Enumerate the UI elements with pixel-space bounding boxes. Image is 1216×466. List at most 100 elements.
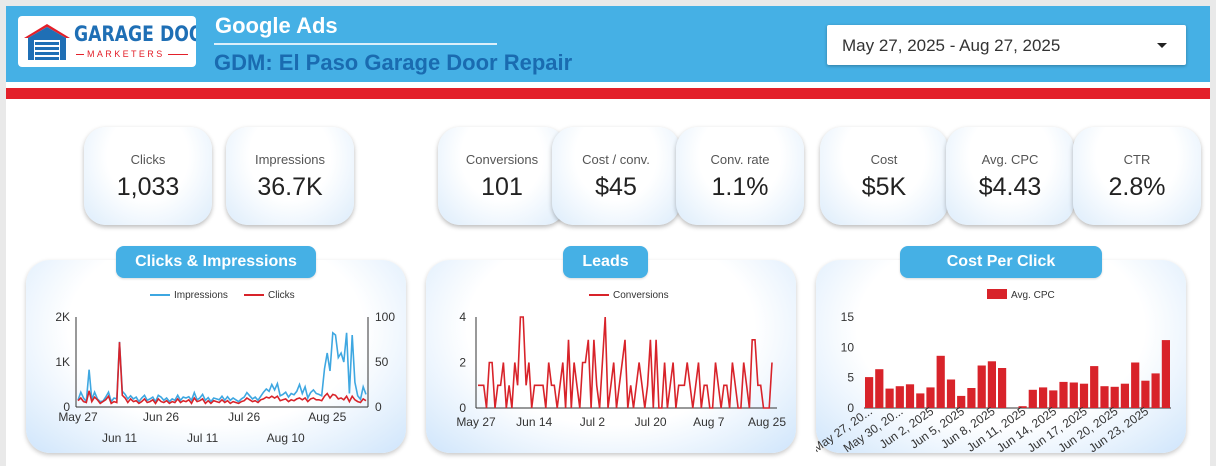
- garage-house-icon: [24, 24, 70, 60]
- kpi-card-ctr: CTR 2.8%: [1073, 127, 1201, 225]
- logo-wordmark: GARAGE DOOR: [74, 22, 196, 46]
- kpi-label: Cost / conv.: [582, 152, 650, 167]
- y-tick-label: 2K: [55, 310, 70, 324]
- bar: [1151, 373, 1160, 408]
- bar: [1120, 383, 1129, 408]
- y-tick-label: 4: [459, 310, 466, 324]
- y-tick-label: 1K: [55, 355, 70, 369]
- bar: [875, 369, 884, 408]
- clicks-impressions-chart[interactable]: 0 1K 2K 0 50 100 May 27 Jun 26 Jul 26 Aug 25 Jun 1…: [26, 260, 406, 453]
- kpi-value: $5K: [861, 173, 907, 201]
- bar: [1079, 383, 1089, 408]
- report-title: Google Ads: [215, 13, 338, 38]
- logo-tagline: MARKETERS: [84, 49, 168, 59]
- kpi-value: $45: [595, 173, 637, 201]
- x-tick-label: Jul 26: [228, 410, 260, 424]
- bar: [1141, 380, 1150, 408]
- kpi-card-clicks: Clicks 1,033: [84, 127, 212, 225]
- y-tick-label: 0: [63, 400, 70, 414]
- kpi-label: Conversions: [465, 152, 539, 167]
- x-tick-label: Jul 11: [187, 431, 218, 445]
- x-tick-label: May 27: [58, 410, 98, 424]
- legend-label: Clicks: [268, 290, 295, 301]
- kpi-label: Cost: [870, 152, 898, 167]
- kpi-label: Impressions: [254, 152, 326, 167]
- kpi-value: $4.43: [978, 173, 1042, 201]
- kpi-card-cost-per-conv: Cost / conv. $45: [552, 127, 680, 225]
- kpi-value: 36.7K: [257, 173, 323, 201]
- date-range-picker[interactable]: May 27, 2025 - Aug 27, 2025: [827, 25, 1186, 65]
- kpi-value: 1.1%: [711, 173, 769, 201]
- kpi-card-conversions: Conversions 101: [438, 127, 566, 225]
- bar: [1018, 406, 1027, 408]
- bar: [926, 387, 935, 408]
- y-tick-label: 0: [847, 401, 854, 415]
- y-tick-label: 2: [459, 356, 466, 370]
- x-tick-label: Jul 20: [635, 415, 667, 429]
- kpi-label: Conv. rate: [710, 152, 770, 167]
- bar: [1161, 340, 1170, 408]
- x-tick-label: Jun 14: [516, 415, 552, 429]
- bar: [936, 355, 945, 408]
- header-divider-red: [6, 88, 1210, 99]
- bar: [1110, 386, 1119, 408]
- kpi-card-impressions: Impressions 36.7K: [226, 127, 354, 225]
- account-name: GDM: El Paso Garage Door Repair: [214, 50, 573, 75]
- clicks-impressions-panel: 0 1K 2K 0 50 100 May 27 Jun 26 Jul 26 Aug 25 Jun 1…: [26, 260, 406, 453]
- bar: [1131, 362, 1140, 408]
- kpi-value: 2.8%: [1108, 173, 1166, 201]
- bar: [1090, 366, 1099, 408]
- y-tick-label: 15: [841, 310, 855, 324]
- y-tick-label: 100: [375, 310, 395, 324]
- legend-label: Impressions: [174, 290, 228, 301]
- bar: [957, 395, 966, 408]
- x-tick-label: Jun 11: [102, 431, 137, 445]
- kpi-value: 101: [481, 173, 523, 201]
- bar: [1059, 381, 1068, 408]
- bar: [987, 361, 996, 408]
- x-tick-label: May 27: [456, 415, 496, 429]
- leads-title: Leads: [563, 246, 648, 278]
- bar: [885, 388, 894, 408]
- bar: [977, 365, 986, 408]
- leads-panel: 0 2 4 May 27 Jun 14 Jul 2 Jul 20 Aug 7 Aug 25 Con…: [426, 260, 796, 453]
- x-tick-label: Jul 2: [580, 415, 606, 429]
- kpi-card-cost: Cost $5K: [820, 127, 948, 225]
- bar: [1039, 387, 1048, 408]
- leads-chart[interactable]: 0 2 4 May 27 Jun 14 Jul 2 Jul 20 Aug 7 Aug 25 Con…: [426, 260, 796, 453]
- bar: [946, 379, 956, 408]
- legend-label: Avg. CPC: [1011, 290, 1055, 301]
- y-tick-label: 0: [459, 401, 466, 415]
- bar: [865, 377, 874, 408]
- bar: [1049, 390, 1058, 408]
- x-tick-label: Jun 26: [143, 410, 179, 424]
- cost-per-click-title: Cost Per Click: [900, 246, 1102, 278]
- series-line: [77, 342, 367, 405]
- x-tick-label: Aug 7: [693, 415, 725, 429]
- company-logo: GARAGE DOOR MARKETERS: [18, 16, 196, 67]
- legend-swatch: [987, 289, 1007, 299]
- title-divider: [214, 43, 497, 45]
- date-range-value: May 27, 2025 - Aug 27, 2025: [842, 36, 1061, 55]
- bar: [1100, 386, 1109, 408]
- series-line: [77, 331, 367, 404]
- kpi-label: Avg. CPC: [981, 152, 1039, 167]
- kpi-label: Clicks: [130, 152, 166, 167]
- header-bar: GARAGE DOOR MARKETERS Google Ads GDM: El…: [6, 6, 1210, 82]
- bar: [895, 386, 904, 408]
- kpi-label: CTR: [1123, 152, 1151, 167]
- bar: [905, 384, 915, 408]
- clicks-impressions-title: Clicks & Impressions: [116, 246, 316, 278]
- report-canvas: GARAGE DOOR MARKETERS Google Ads GDM: El…: [6, 6, 1210, 466]
- header-divider-white: [6, 82, 1210, 88]
- bar: [1069, 382, 1078, 408]
- series-line: [478, 316, 773, 409]
- bar: [998, 368, 1007, 408]
- y-tick-label: 0: [375, 400, 382, 414]
- y-tick-label: 50: [375, 355, 389, 369]
- y-tick-label: 5: [847, 371, 854, 385]
- legend-label: Conversions: [613, 290, 669, 301]
- x-tick-label: Aug 25: [308, 410, 346, 424]
